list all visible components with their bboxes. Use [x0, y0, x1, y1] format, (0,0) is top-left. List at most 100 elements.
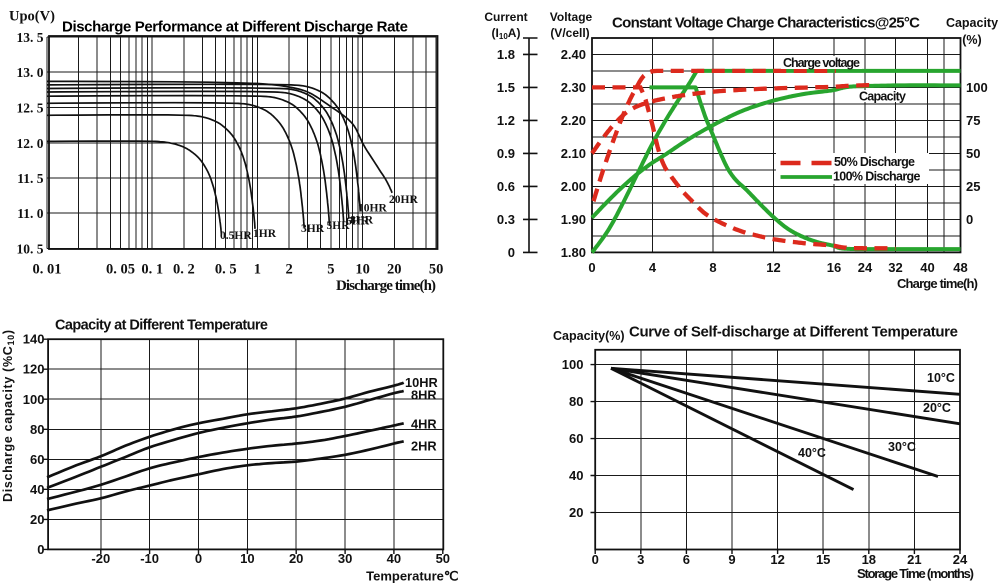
svg-text:20°C: 20°C — [923, 401, 951, 415]
svg-text:12: 12 — [770, 552, 784, 567]
svg-text:12: 12 — [766, 260, 780, 275]
svg-text:0.5HR: 0.5HR — [220, 230, 252, 242]
svg-text:1.2: 1.2 — [497, 113, 515, 128]
svg-text:20: 20 — [289, 551, 303, 566]
svg-text:60: 60 — [569, 431, 583, 446]
svg-text:1HR: 1HR — [253, 228, 277, 240]
svg-text:100% Discharge: 100% Discharge — [833, 170, 921, 184]
svg-text:0.3: 0.3 — [497, 212, 515, 227]
svg-text:18: 18 — [862, 552, 876, 567]
svg-text:Discharge time(h): Discharge time(h) — [336, 278, 436, 294]
svg-text:11. 5: 11. 5 — [17, 171, 44, 186]
svg-text:Capacity: Capacity — [859, 90, 906, 104]
svg-text:25: 25 — [966, 179, 980, 194]
svg-text:2.30: 2.30 — [561, 80, 586, 95]
svg-text:2.00: 2.00 — [561, 179, 586, 194]
svg-text:Capacity: Capacity — [946, 16, 998, 30]
svg-text:40: 40 — [387, 551, 401, 566]
svg-text:0: 0 — [508, 245, 515, 260]
svg-text:24: 24 — [953, 552, 968, 567]
svg-text:10. 5: 10. 5 — [17, 242, 44, 257]
svg-text:80: 80 — [569, 394, 583, 409]
svg-text:100: 100 — [23, 392, 45, 407]
svg-text:8HR: 8HR — [350, 215, 374, 227]
svg-text:0.9: 0.9 — [497, 146, 515, 161]
svg-text:50: 50 — [429, 262, 444, 278]
svg-text:50% Discharge: 50% Discharge — [834, 155, 915, 169]
svg-text:12. 5: 12. 5 — [17, 101, 44, 116]
svg-text:16: 16 — [827, 260, 841, 275]
svg-text:40: 40 — [30, 482, 44, 497]
svg-text:0: 0 — [592, 552, 599, 567]
svg-text:32: 32 — [888, 260, 902, 275]
svg-text:4: 4 — [649, 260, 657, 275]
svg-text:12. 0: 12. 0 — [17, 136, 44, 151]
svg-text:Storage Time (months): Storage Time (months) — [857, 566, 974, 581]
svg-text:10: 10 — [240, 551, 254, 566]
svg-text:13. 5: 13. 5 — [17, 30, 44, 45]
svg-text:1.5: 1.5 — [497, 80, 515, 95]
svg-text:20: 20 — [387, 262, 402, 278]
svg-text:50: 50 — [966, 146, 980, 161]
svg-text:10: 10 — [355, 262, 370, 278]
svg-text:(V/cell): (V/cell) — [550, 26, 589, 40]
svg-text:0. 05: 0. 05 — [106, 262, 135, 278]
svg-text:(I10A): (I10A) — [492, 26, 521, 41]
svg-text:2.10: 2.10 — [561, 146, 586, 161]
svg-text:-20: -20 — [91, 551, 110, 566]
svg-text:2.20: 2.20 — [561, 113, 586, 128]
svg-text:11. 0: 11. 0 — [17, 206, 44, 221]
svg-text:1.90: 1.90 — [561, 212, 586, 227]
svg-text:8HR: 8HR — [411, 388, 437, 403]
svg-text:9: 9 — [728, 552, 735, 567]
svg-text:75: 75 — [966, 113, 980, 128]
svg-text:30°C: 30°C — [888, 440, 916, 454]
svg-text:40°C: 40°C — [798, 446, 826, 460]
svg-text:1: 1 — [254, 262, 261, 278]
svg-text:50: 50 — [436, 551, 450, 566]
svg-text:Discharge capacity (%C10): Discharge capacity (%C10) — [1, 330, 16, 502]
svg-text:0.6: 0.6 — [497, 179, 515, 194]
svg-text:Capacity at Different Temperat: Capacity at Different Temperature — [55, 318, 268, 334]
svg-text:2.40: 2.40 — [561, 47, 586, 62]
svg-text:Voltage: Voltage — [550, 10, 593, 24]
svg-text:2: 2 — [285, 262, 292, 278]
svg-text:10HR: 10HR — [358, 203, 387, 215]
svg-text:Capacity(%): Capacity(%) — [553, 329, 625, 343]
svg-text:3: 3 — [637, 552, 644, 567]
svg-text:100: 100 — [562, 357, 584, 372]
svg-text:5: 5 — [327, 262, 334, 278]
svg-text:140: 140 — [23, 332, 45, 347]
svg-text:0: 0 — [37, 542, 44, 557]
svg-text:Charge voltage: Charge voltage — [783, 56, 860, 70]
svg-text:40: 40 — [920, 260, 934, 275]
svg-text:8: 8 — [709, 260, 716, 275]
svg-text:1.80: 1.80 — [561, 245, 586, 260]
svg-text:Current: Current — [484, 10, 527, 24]
svg-text:6HR: 6HR — [346, 216, 370, 228]
svg-text:10HR: 10HR — [405, 375, 438, 390]
svg-text:3HR: 3HR — [301, 223, 325, 235]
svg-text:5HR: 5HR — [327, 220, 351, 232]
svg-text:15: 15 — [816, 552, 830, 567]
svg-text:20: 20 — [30, 512, 44, 527]
svg-text:60: 60 — [30, 452, 44, 467]
svg-text:Temperature℃: Temperature℃ — [366, 569, 458, 584]
svg-text:0: 0 — [195, 551, 202, 566]
svg-text:-10: -10 — [140, 551, 159, 566]
svg-text:2HR: 2HR — [411, 439, 437, 454]
svg-text:0. 5: 0. 5 — [215, 262, 237, 278]
svg-text:10°C: 10°C — [927, 371, 955, 385]
svg-text:(%): (%) — [962, 33, 981, 47]
svg-text:40: 40 — [569, 468, 583, 483]
svg-text:80: 80 — [30, 422, 44, 437]
svg-text:21: 21 — [907, 552, 921, 567]
svg-text:100: 100 — [966, 80, 988, 95]
svg-text:0. 2: 0. 2 — [173, 262, 195, 278]
svg-text:Upo(V): Upo(V) — [9, 9, 55, 25]
svg-text:Charge time(h): Charge time(h) — [897, 276, 978, 291]
svg-text:0: 0 — [966, 212, 973, 227]
svg-text:0. 01: 0. 01 — [33, 262, 62, 278]
svg-text:120: 120 — [23, 362, 45, 377]
svg-text:24: 24 — [858, 260, 873, 275]
